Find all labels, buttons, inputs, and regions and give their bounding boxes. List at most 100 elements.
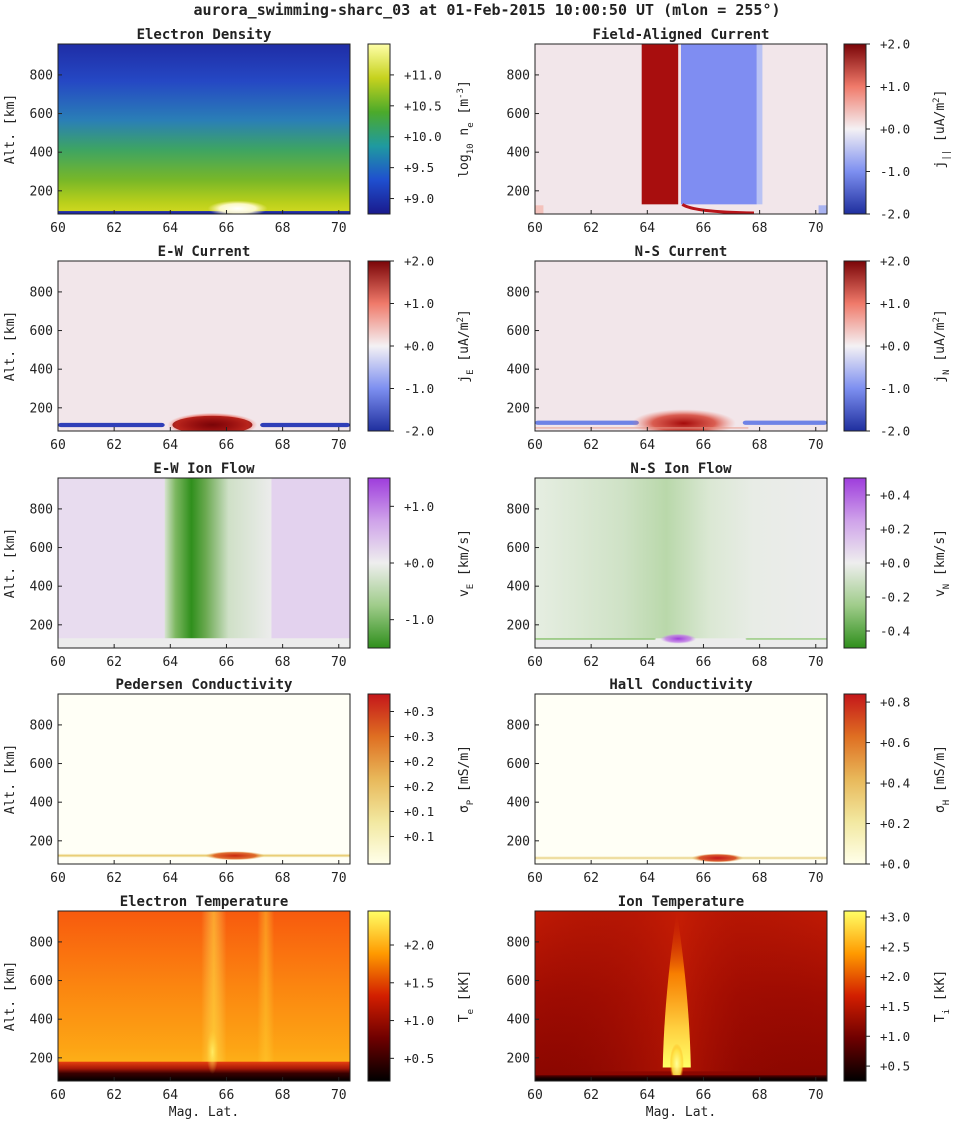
y-tick-label: 800 [507, 285, 530, 300]
x-tick-label: 68 [275, 221, 291, 236]
x-tick-label: 70 [808, 438, 824, 453]
y-axis-label: Alt. [km] [3, 744, 18, 814]
x-tick-label: 70 [331, 655, 347, 670]
x-tick-label: 60 [527, 1088, 543, 1103]
plot-frame [57, 910, 351, 1082]
colorbar-tick-label: +0.4 [880, 776, 910, 791]
x-tick-label: 68 [752, 871, 768, 886]
x-tick-label: 62 [583, 871, 599, 886]
x-tick-label: 64 [639, 655, 655, 670]
colorbar-tick-label: +2.0 [880, 37, 910, 52]
colorbar-tick-label: -0.2 [880, 590, 910, 605]
x-tick-label: 66 [696, 1088, 712, 1103]
colorbar-tick-label: +0.0 [880, 857, 910, 872]
x-tick-label: 60 [527, 871, 543, 886]
plot-frame [534, 693, 828, 865]
colorbar-tick-label: +0.2 [880, 522, 910, 537]
y-tick-label: 600 [30, 974, 53, 989]
x-tick-label: 70 [808, 871, 824, 886]
y-tick-label: 400 [507, 796, 530, 811]
x-tick-label: 64 [639, 1088, 655, 1103]
colorbar-tick-label: +0.0 [880, 122, 910, 137]
y-tick-label: 200 [30, 1051, 53, 1066]
colorbar-tick-label: +1.0 [880, 296, 910, 311]
y-tick-label: 800 [30, 935, 53, 950]
panel-title: Ion Temperature [618, 894, 744, 910]
panel-title: N-S Current [635, 244, 728, 260]
colorbar-tick-label: +3.0 [880, 909, 910, 924]
colorbar-tick-label: +0.2 [404, 779, 434, 794]
y-tick-label: 800 [30, 502, 53, 517]
colorbar-tick-label: +1.5 [404, 975, 434, 990]
colorbar [367, 477, 391, 649]
colorbar [843, 260, 867, 432]
x-tick-label: 66 [219, 655, 235, 670]
colorbar-tick-label: +2.0 [880, 254, 910, 269]
colorbar-tick-label: +2.5 [880, 939, 910, 954]
heatmap-field-electron-density [58, 44, 350, 214]
colorbar-tick-label: +0.2 [404, 754, 434, 769]
plot-frame [534, 477, 828, 649]
x-tick-label: 62 [106, 221, 122, 236]
y-tick-label: 200 [507, 401, 530, 416]
colorbar-tick-label: +0.0 [404, 556, 434, 571]
colorbar-label: jN [uA/m2] [932, 309, 952, 382]
y-axis-label: Alt. [km] [3, 94, 18, 164]
y-tick-label: 600 [507, 107, 530, 122]
panel-pedersen-conductivity: Pedersen Conductivity 60 62 64 66 68 70 200 400 6… [3, 677, 476, 886]
colorbar-tick-label: +0.3 [404, 729, 434, 744]
x-tick-label: 70 [808, 221, 824, 236]
x-tick-label: 60 [50, 438, 66, 453]
colorbar-tick-label: +9.5 [404, 160, 434, 175]
colorbar-tick-label: +0.0 [880, 339, 910, 354]
x-tick-label: 70 [331, 221, 347, 236]
colorbar-tick-label: +0.0 [880, 556, 910, 571]
x-tick-label: 66 [696, 221, 712, 236]
colorbar-tick-label: -0.4 [880, 624, 910, 639]
x-tick-label: 70 [331, 438, 347, 453]
plot-frame [57, 43, 351, 215]
x-tick-label: 66 [696, 438, 712, 453]
colorbar-tick-label: +1.0 [880, 1029, 910, 1044]
panel-ns-ion-flow: N-S Ion Flow 60 62 64 66 68 70 200 400 600 800 -0.4… [507, 461, 952, 670]
x-tick-label: 62 [583, 438, 599, 453]
colorbar-tick-label: +2.0 [404, 254, 434, 269]
colorbar-label: σH [mS/m] [933, 745, 952, 813]
x-tick-label: 66 [219, 1088, 235, 1103]
colorbar-label: j|| [uA/m2] [932, 90, 952, 169]
colorbar-tick-label: +2.0 [880, 969, 910, 984]
y-tick-label: 200 [507, 1051, 530, 1066]
x-tick-label: 64 [639, 871, 655, 886]
panel-electron-temperature: Electron Temperature 60 62 64 66 68 70 200 400 60… [3, 894, 476, 1120]
heatmap-field-ew-ion-flow [58, 478, 350, 648]
y-tick-label: 600 [507, 541, 530, 556]
panel-hall-conductivity: Hall Conductivity 60 62 64 66 68 70 200 400 600 80… [507, 677, 952, 886]
x-tick-label: 62 [106, 438, 122, 453]
colorbar-label: vN [km/s] [933, 529, 952, 597]
x-tick-label: 68 [752, 438, 768, 453]
x-axis-label: Mag. Lat. [169, 1105, 239, 1120]
y-tick-label: 600 [507, 757, 530, 772]
colorbar [843, 43, 867, 215]
panel-title: Electron Temperature [120, 894, 289, 910]
y-tick-label: 600 [507, 974, 530, 989]
heatmap-field-ns-current [535, 261, 827, 431]
x-tick-label: 66 [219, 221, 235, 236]
colorbar-tick-label: +10.5 [404, 98, 442, 113]
colorbar-tick-label: +11.0 [404, 67, 442, 82]
x-tick-label: 68 [275, 655, 291, 670]
panel-title: E-W Current [158, 244, 251, 260]
plot-frame [57, 693, 351, 865]
heatmap-field-electron-temperature [58, 911, 350, 1081]
panel-electron-density: Electron Density 60 62 64 66 68 70 200 400 600 800… [3, 27, 476, 236]
x-tick-label: 62 [106, 1088, 122, 1103]
x-tick-label: 64 [639, 221, 655, 236]
y-tick-label: 200 [30, 834, 53, 849]
colorbar-tick-label: +0.2 [880, 816, 910, 831]
colorbar [843, 477, 867, 649]
heatmap-field-hall-conductivity [535, 694, 827, 864]
colorbar-tick-label: -1.0 [880, 164, 910, 179]
panel-ew-ion-flow: E-W Ion Flow 60 62 64 66 68 70 200 400 600 800 Alt.… [3, 461, 476, 670]
x-tick-label: 70 [808, 655, 824, 670]
